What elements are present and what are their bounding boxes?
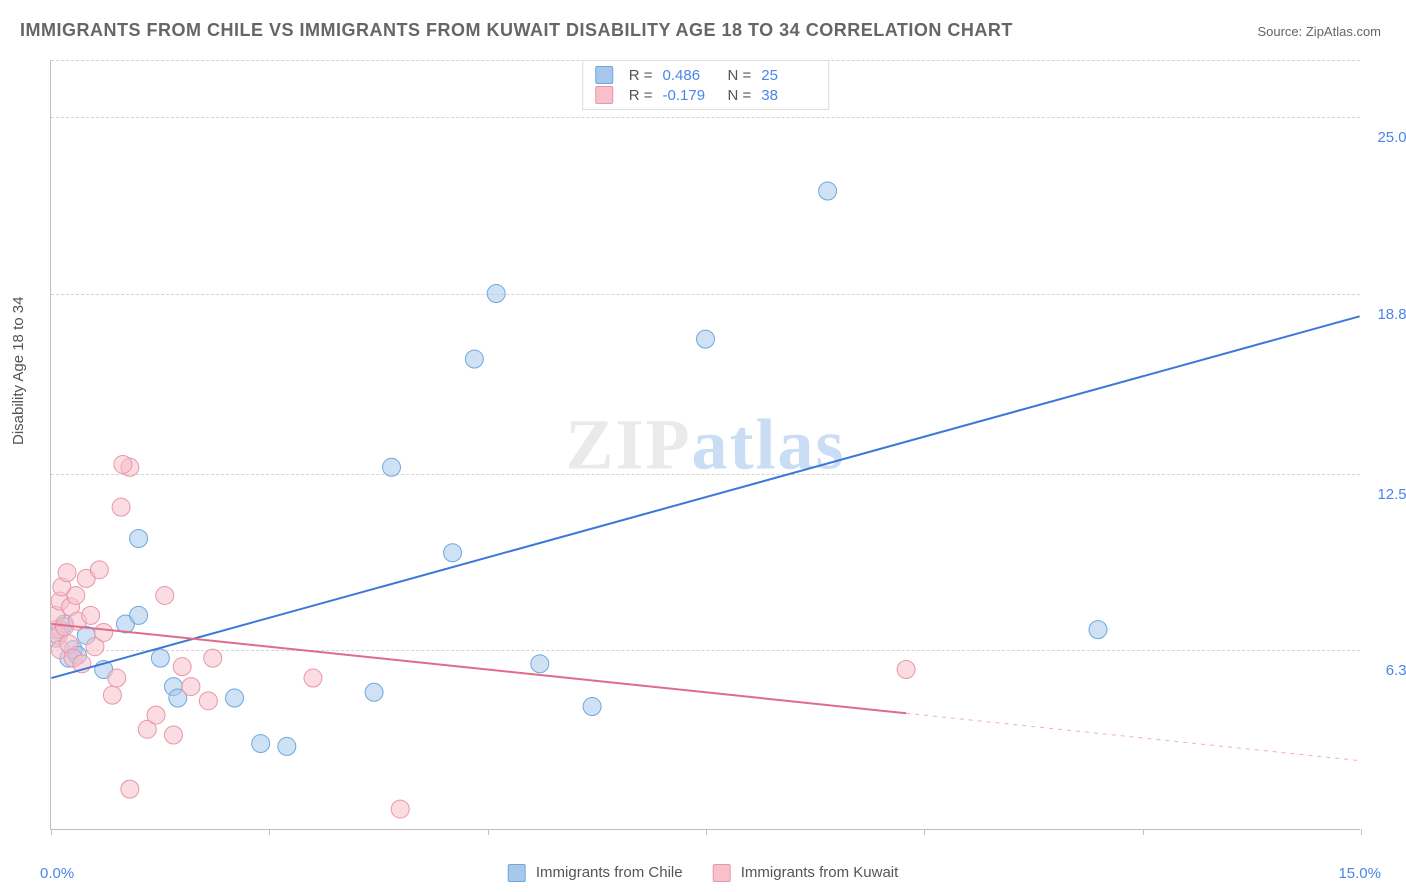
data-point-kuwait (58, 564, 76, 582)
legend-label-kuwait: Immigrants from Kuwait (741, 864, 899, 881)
n-value-chile: 25 (761, 67, 816, 84)
data-point-kuwait (897, 661, 915, 679)
data-point-chile (819, 182, 837, 200)
data-point-kuwait (114, 455, 132, 473)
legend-row-chile: R = 0.486 N = 25 (595, 65, 817, 85)
swatch-kuwait-icon (713, 864, 731, 882)
x-tick (269, 829, 270, 835)
data-point-chile (383, 458, 401, 476)
data-point-kuwait (103, 686, 121, 704)
x-axis-left-label: 0.0% (40, 865, 74, 882)
regression-line-dashed-kuwait (906, 713, 1360, 760)
swatch-chile-icon (595, 66, 613, 84)
x-tick (51, 829, 52, 835)
n-value-kuwait: 38 (761, 87, 816, 104)
data-point-chile (531, 655, 549, 673)
r-value-kuwait: -0.179 (663, 87, 718, 104)
data-point-kuwait (204, 649, 222, 667)
x-tick (706, 829, 707, 835)
data-point-kuwait (95, 623, 113, 641)
legend-label-chile: Immigrants from Chile (536, 864, 683, 881)
y-tick-label: 18.8% (1365, 306, 1406, 323)
data-point-kuwait (121, 780, 139, 798)
legend-item-chile: Immigrants from Chile (508, 864, 683, 882)
n-label: N = (728, 87, 752, 104)
data-point-kuwait (112, 498, 130, 516)
data-point-kuwait (199, 692, 217, 710)
x-tick (924, 829, 925, 835)
data-point-chile (252, 735, 270, 753)
swatch-chile-icon (508, 864, 526, 882)
data-point-chile (226, 689, 244, 707)
data-point-chile (487, 285, 505, 303)
data-point-chile (365, 683, 383, 701)
y-axis-label: Disability Age 18 to 34 (10, 297, 27, 445)
data-point-chile (465, 350, 483, 368)
source-credit: Source: ZipAtlas.com (1257, 24, 1381, 39)
y-tick-label: 25.0% (1365, 129, 1406, 146)
data-point-kuwait (164, 726, 182, 744)
legend-item-kuwait: Immigrants from Kuwait (713, 864, 899, 882)
r-label: R = (629, 87, 653, 104)
data-point-kuwait (156, 586, 174, 604)
x-tick (1143, 829, 1144, 835)
x-tick (488, 829, 489, 835)
plot-area: ZIPatlas 6.3%12.5%18.8%25.0% R = 0.486 N… (50, 60, 1360, 830)
r-value-chile: 0.486 (663, 67, 718, 84)
data-point-chile (1089, 621, 1107, 639)
chart-title: IMMIGRANTS FROM CHILE VS IMMIGRANTS FROM… (20, 20, 1013, 41)
scatter-svg (51, 60, 1360, 829)
x-axis-right-label: 15.0% (1338, 865, 1381, 882)
data-point-chile (583, 698, 601, 716)
data-point-kuwait (391, 800, 409, 818)
series-legend: Immigrants from Chile Immigrants from Ku… (508, 864, 899, 882)
x-tick (1361, 829, 1362, 835)
r-label: R = (629, 67, 653, 84)
swatch-kuwait-icon (595, 86, 613, 104)
data-point-kuwait (90, 561, 108, 579)
correlation-legend: R = 0.486 N = 25 R = -0.179 N = 38 (582, 60, 830, 110)
y-tick-label: 12.5% (1365, 486, 1406, 503)
data-point-chile (697, 330, 715, 348)
data-point-kuwait (67, 586, 85, 604)
data-point-chile (151, 649, 169, 667)
regression-line-chile (51, 316, 1359, 678)
data-point-chile (130, 530, 148, 548)
data-point-chile (444, 544, 462, 562)
y-tick-label: 6.3% (1365, 662, 1406, 679)
data-point-chile (130, 606, 148, 624)
data-point-kuwait (182, 678, 200, 696)
data-point-kuwait (147, 706, 165, 724)
n-label: N = (728, 67, 752, 84)
data-point-kuwait (173, 658, 191, 676)
data-point-kuwait (108, 669, 126, 687)
data-point-kuwait (304, 669, 322, 687)
data-point-kuwait (82, 606, 100, 624)
legend-row-kuwait: R = -0.179 N = 38 (595, 85, 817, 105)
data-point-chile (278, 737, 296, 755)
